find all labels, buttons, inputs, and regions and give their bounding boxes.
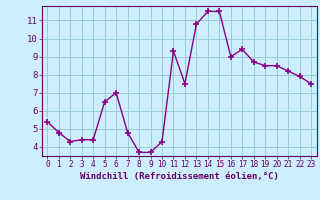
- X-axis label: Windchill (Refroidissement éolien,°C): Windchill (Refroidissement éolien,°C): [80, 172, 279, 181]
